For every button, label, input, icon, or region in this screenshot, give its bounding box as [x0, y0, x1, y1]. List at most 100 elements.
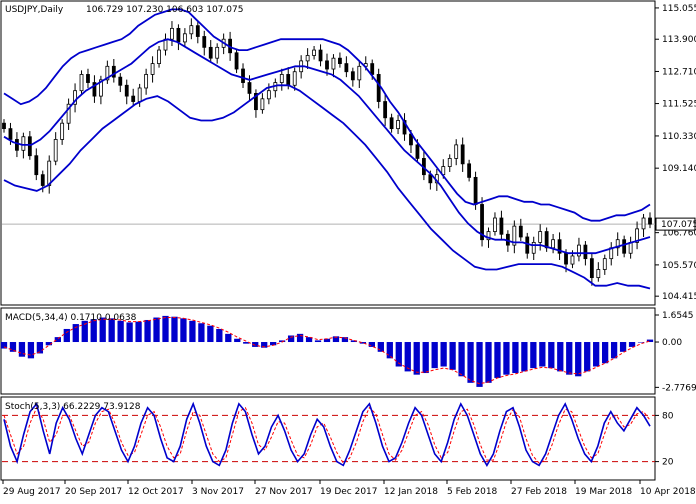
candle-body: [234, 52, 239, 70]
macd-histogram-bar: [198, 323, 205, 343]
candle-body: [305, 55, 310, 62]
macd-histogram-bar: [449, 342, 456, 370]
macd-histogram-bar: [27, 342, 35, 359]
date-tick-label: 10 Apr 2018: [640, 487, 696, 497]
macd-histogram-bar: [36, 342, 44, 354]
price-tick-label: 112.710: [662, 67, 696, 77]
candle-body: [396, 120, 400, 130]
date-tick-label: 12 Oct 2017: [128, 487, 184, 497]
candle-body: [60, 122, 65, 140]
macd-histogram-bar: [63, 328, 70, 343]
candle-body: [189, 25, 194, 35]
candle-body: [2, 122, 6, 130]
macd-histogram-bar: [601, 342, 609, 364]
candle-body: [518, 225, 523, 238]
candle-body: [292, 71, 297, 86]
stoch-tick-label: 80: [662, 411, 674, 421]
candle-body: [428, 174, 433, 184]
macd-tick-label: 1.6545: [662, 311, 694, 321]
candle-body: [124, 84, 129, 97]
macd-histogram-bar: [9, 342, 17, 352]
macd-histogram-bar: [261, 342, 268, 348]
date-tick-label: 29 Aug 2017: [3, 487, 61, 497]
candle-body: [648, 217, 652, 225]
macd-histogram-bar: [440, 342, 447, 367]
candle-body: [8, 128, 13, 140]
macd-histogram-bar: [485, 342, 492, 383]
macd-histogram-bar: [216, 328, 223, 343]
macd-histogram-bar: [458, 342, 465, 377]
macd-pane[interactable]: [0, 307, 656, 395]
macd-histogram-bar: [90, 319, 97, 343]
candle-body: [195, 25, 200, 37]
macd-label: MACD(5,34,4) 0.1710 0.0638: [5, 313, 137, 323]
date-tick-label: 27 Nov 2017: [255, 487, 313, 497]
candle-body: [499, 217, 504, 235]
candle-body: [570, 255, 575, 265]
macd-histogram-bar: [162, 315, 169, 343]
candle-body: [286, 74, 291, 86]
candle-body: [376, 74, 381, 102]
macd-histogram-bar: [646, 339, 654, 343]
macd-tick-label: -2.7769: [662, 383, 696, 393]
candle-body: [473, 176, 478, 205]
candle-body: [544, 231, 549, 249]
chart-ohlc-values: 106.729 107.230 106.603 107.075: [86, 5, 243, 15]
macd-histogram-bar: [234, 338, 241, 343]
macd-histogram-bar: [476, 342, 483, 387]
macd-histogram-bar: [422, 342, 429, 374]
macd-histogram-bar: [539, 342, 546, 367]
date-tick-label: 3 Nov 2017: [192, 487, 244, 497]
macd-histogram-bar: [610, 342, 618, 359]
candle-body: [467, 163, 472, 178]
price-tick-label: 105.570: [662, 261, 696, 271]
candle-body: [602, 258, 607, 270]
macd-histogram-bar: [557, 342, 564, 372]
price-pane[interactable]: [0, 0, 656, 306]
candle-body: [170, 27, 174, 40]
macd-histogram-bar: [287, 335, 295, 343]
candle-body: [454, 144, 459, 159]
candle-body: [40, 174, 45, 186]
macd-histogram-bar: [566, 342, 573, 375]
current-price-label: 107.075: [661, 220, 696, 230]
macd-histogram-bar: [512, 342, 519, 374]
macd-tick-label: 0.00: [662, 338, 682, 348]
candle-body: [131, 95, 136, 102]
candle-body: [564, 252, 568, 265]
macd-histogram-bar: [252, 342, 259, 347]
macd-histogram-bar: [341, 337, 349, 343]
macd-histogram-bar: [135, 321, 142, 343]
candle-body: [144, 74, 149, 89]
candle-body: [525, 236, 530, 254]
macd-histogram-bar: [368, 342, 376, 347]
candle-body: [34, 155, 39, 176]
macd-histogram-bar: [593, 342, 600, 367]
candle-body: [247, 82, 252, 94]
candle-body: [241, 68, 245, 83]
macd-histogram-bar: [171, 316, 178, 343]
stoch-series-layer: [2, 401, 655, 468]
candle-body: [215, 46, 220, 59]
candle-body: [635, 228, 639, 243]
macd-histogram-bar: [548, 342, 555, 369]
candle-body: [27, 136, 32, 157]
bollinger-middle-line: [3, 38, 651, 255]
price-tick-label: 111.525: [662, 100, 696, 110]
candle-body: [357, 65, 362, 81]
macd-histogram-bar: [395, 342, 402, 367]
date-tick-label: 19 Mar 2018: [575, 487, 632, 497]
candle-body: [531, 241, 536, 254]
candle-body: [279, 74, 284, 83]
candle-body: [254, 93, 258, 111]
candle-body: [344, 63, 349, 73]
candle-body: [266, 90, 271, 100]
macd-histogram-bar: [575, 342, 582, 377]
candle-body: [370, 63, 375, 75]
price-tick-label: 113.900: [662, 35, 696, 45]
macd-histogram-bar: [243, 342, 250, 344]
macd-histogram-bar: [332, 336, 340, 343]
candle-body: [92, 82, 97, 97]
